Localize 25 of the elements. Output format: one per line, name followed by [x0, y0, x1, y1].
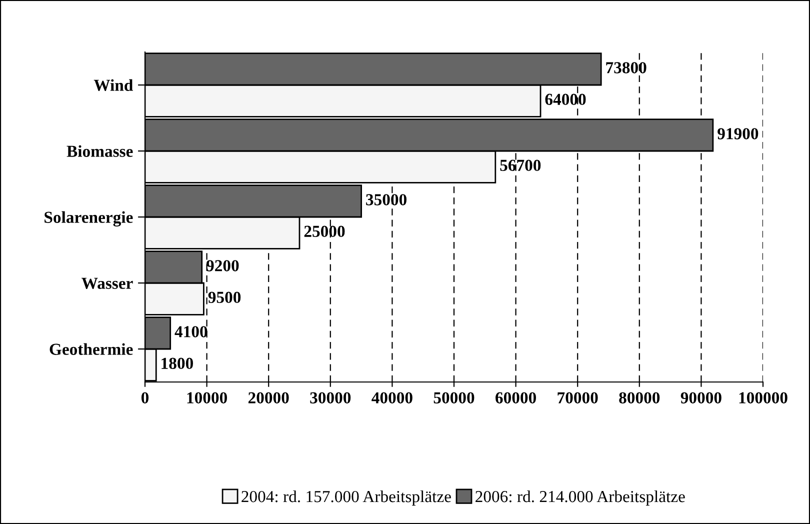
data-label: 91900: [718, 128, 758, 140]
x-tick-label: 20000: [248, 392, 289, 404]
x-tick-label: 0: [141, 392, 149, 404]
y-tick-label: Wind: [94, 79, 134, 92]
data-label: 1800: [162, 358, 193, 370]
x-tick-label: 10000: [187, 392, 227, 404]
x-tick-label: 60000: [496, 392, 536, 404]
legend-label: 2006: rd. 214.000 Arbeitsplätze: [476, 490, 685, 506]
x-tick-label: 90000: [680, 392, 722, 404]
data-label: 9500: [208, 292, 241, 304]
x-tick-label: 30000: [310, 392, 351, 404]
x-tick-label: 80000: [619, 392, 660, 404]
legend-label: 2004: rd. 157.000 Arbeitsplätze: [242, 490, 451, 506]
y-tick-label: Wasser: [82, 278, 133, 290]
data-label: 25000: [304, 226, 345, 238]
x-tick-label: 40000: [372, 392, 412, 404]
x-tick-label: 50000: [434, 392, 474, 404]
data-label: 56700: [500, 160, 541, 172]
y-tick-label: Geothermie: [50, 343, 133, 355]
x-tick-label: 70000: [558, 392, 598, 404]
data-label: 4100: [174, 326, 208, 338]
x-tick-label: 100000: [739, 392, 788, 404]
y-tick-label: Biomasse: [66, 145, 133, 157]
y-tick-label: Solarenergie: [44, 211, 133, 226]
data-label: 9200: [206, 260, 239, 272]
